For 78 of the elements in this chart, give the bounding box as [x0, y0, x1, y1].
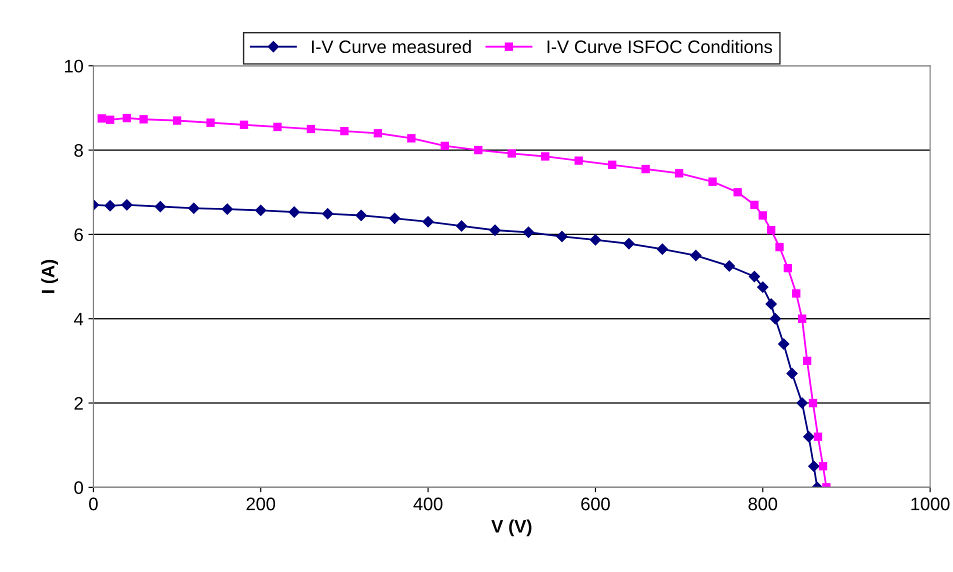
point	[98, 114, 106, 123]
point	[255, 204, 266, 216]
y-tick-label: 2	[74, 396, 83, 410]
point	[656, 244, 668, 255]
point	[608, 160, 616, 170]
point	[273, 122, 282, 132]
point	[590, 234, 602, 246]
point	[121, 199, 132, 210]
point	[808, 398, 818, 408]
x-tick-label: 600	[581, 498, 610, 510]
point	[322, 208, 334, 220]
point	[288, 206, 300, 218]
point	[734, 188, 742, 196]
point	[340, 126, 349, 136]
point	[139, 115, 148, 124]
point	[422, 216, 434, 228]
point	[389, 212, 400, 224]
point	[474, 146, 482, 154]
point	[757, 281, 768, 293]
point	[556, 230, 568, 242]
point	[106, 116, 114, 124]
point	[786, 368, 798, 380]
point	[489, 224, 501, 236]
point	[775, 242, 784, 252]
point	[522, 226, 534, 238]
point	[784, 264, 792, 272]
point	[798, 314, 806, 323]
point	[808, 460, 820, 472]
point	[104, 200, 116, 212]
legend-label: I-V Curve measured	[312, 40, 471, 54]
point	[724, 260, 735, 272]
y-tick-label: 0	[74, 481, 83, 494]
point	[766, 226, 776, 234]
x-tick-label: 1000	[911, 498, 950, 510]
point	[792, 289, 800, 298]
point	[750, 200, 759, 210]
point	[641, 164, 650, 174]
y-tick-label: 8	[74, 144, 83, 157]
point	[440, 142, 449, 150]
point	[172, 116, 182, 125]
point	[802, 356, 812, 366]
legend-label: I-V Curve ISFOC Conditions	[548, 40, 772, 54]
point	[508, 149, 516, 158]
y-axis-title: I (A)	[41, 260, 58, 293]
y-tick-label: 10	[64, 60, 83, 72]
y-tick-label: 6	[74, 228, 83, 242]
point	[240, 120, 248, 129]
y-tick-label: 4	[74, 312, 84, 326]
point	[206, 118, 215, 127]
point	[574, 156, 583, 165]
x-axis-title: V (V)	[491, 519, 532, 536]
point	[803, 431, 814, 442]
point	[623, 238, 635, 250]
point	[758, 211, 767, 220]
point	[748, 270, 760, 282]
point	[122, 114, 132, 122]
point	[407, 134, 416, 142]
point	[222, 204, 233, 215]
point	[541, 152, 550, 161]
point	[154, 200, 166, 212]
point	[778, 338, 790, 350]
point	[770, 313, 781, 324]
point	[814, 432, 822, 441]
point	[796, 397, 808, 409]
point	[708, 178, 717, 186]
point	[306, 124, 316, 134]
point	[456, 220, 468, 232]
x-tick-label: 200	[246, 498, 276, 510]
point	[188, 202, 200, 214]
x-tick-label: 800	[748, 498, 778, 510]
point	[690, 250, 702, 262]
point	[374, 129, 382, 138]
point	[766, 298, 777, 310]
x-tick-label: 0	[89, 498, 98, 510]
point	[818, 462, 828, 470]
x-tick-label: 400	[413, 498, 442, 510]
point	[674, 169, 684, 178]
point	[356, 210, 367, 222]
